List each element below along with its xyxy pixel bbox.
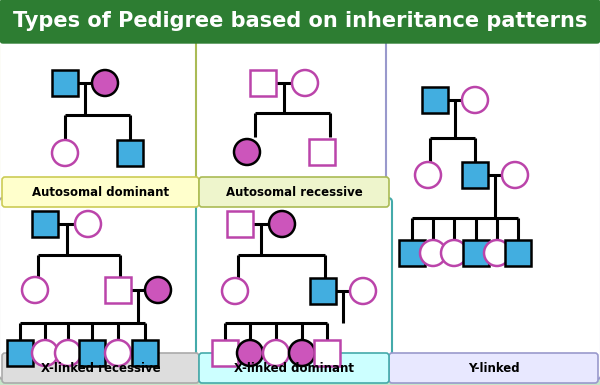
FancyBboxPatch shape [2,177,199,207]
Circle shape [441,240,467,266]
Circle shape [484,240,510,266]
FancyBboxPatch shape [199,177,389,207]
Bar [79,340,105,366]
Text: Y-linked: Y-linked [467,362,520,375]
Bar [227,211,253,237]
Circle shape [289,340,315,366]
Bar [132,340,158,366]
Bar [399,240,425,266]
Circle shape [22,277,48,303]
FancyBboxPatch shape [196,198,392,379]
Circle shape [420,240,446,266]
Text: Autosomal dominant: Autosomal dominant [32,186,169,199]
Circle shape [105,340,131,366]
FancyBboxPatch shape [389,353,598,383]
FancyBboxPatch shape [199,353,389,383]
FancyBboxPatch shape [386,39,600,379]
Bar [422,87,448,113]
Circle shape [52,140,78,166]
Bar [463,240,489,266]
Circle shape [222,278,248,304]
FancyBboxPatch shape [0,39,202,204]
Bar [7,340,33,366]
Text: X-linked dominant: X-linked dominant [234,362,354,375]
Bar [309,139,335,165]
Bar [250,70,276,96]
FancyBboxPatch shape [196,39,392,204]
Circle shape [263,340,289,366]
Bar [462,162,488,188]
Circle shape [55,340,81,366]
FancyBboxPatch shape [0,198,202,379]
Circle shape [350,278,376,304]
Circle shape [415,162,441,188]
Text: X-linked recessive: X-linked recessive [41,362,160,375]
Circle shape [462,87,488,113]
Circle shape [292,70,318,96]
Bar [212,340,238,366]
Bar [105,277,131,303]
Circle shape [234,139,260,165]
Bar [52,70,78,96]
Text: Autosomal recessive: Autosomal recessive [226,186,362,199]
Circle shape [92,70,118,96]
FancyBboxPatch shape [2,353,199,383]
Circle shape [237,340,263,366]
Bar [505,240,531,266]
Circle shape [75,211,101,237]
Bar [117,140,143,166]
Text: Types of Pedigree based on inheritance patterns: Types of Pedigree based on inheritance p… [13,11,587,31]
FancyBboxPatch shape [0,0,600,43]
Bar [32,211,58,237]
Bar [314,340,340,366]
Circle shape [502,162,528,188]
Circle shape [32,340,58,366]
Circle shape [145,277,171,303]
Bar [310,278,336,304]
Circle shape [269,211,295,237]
